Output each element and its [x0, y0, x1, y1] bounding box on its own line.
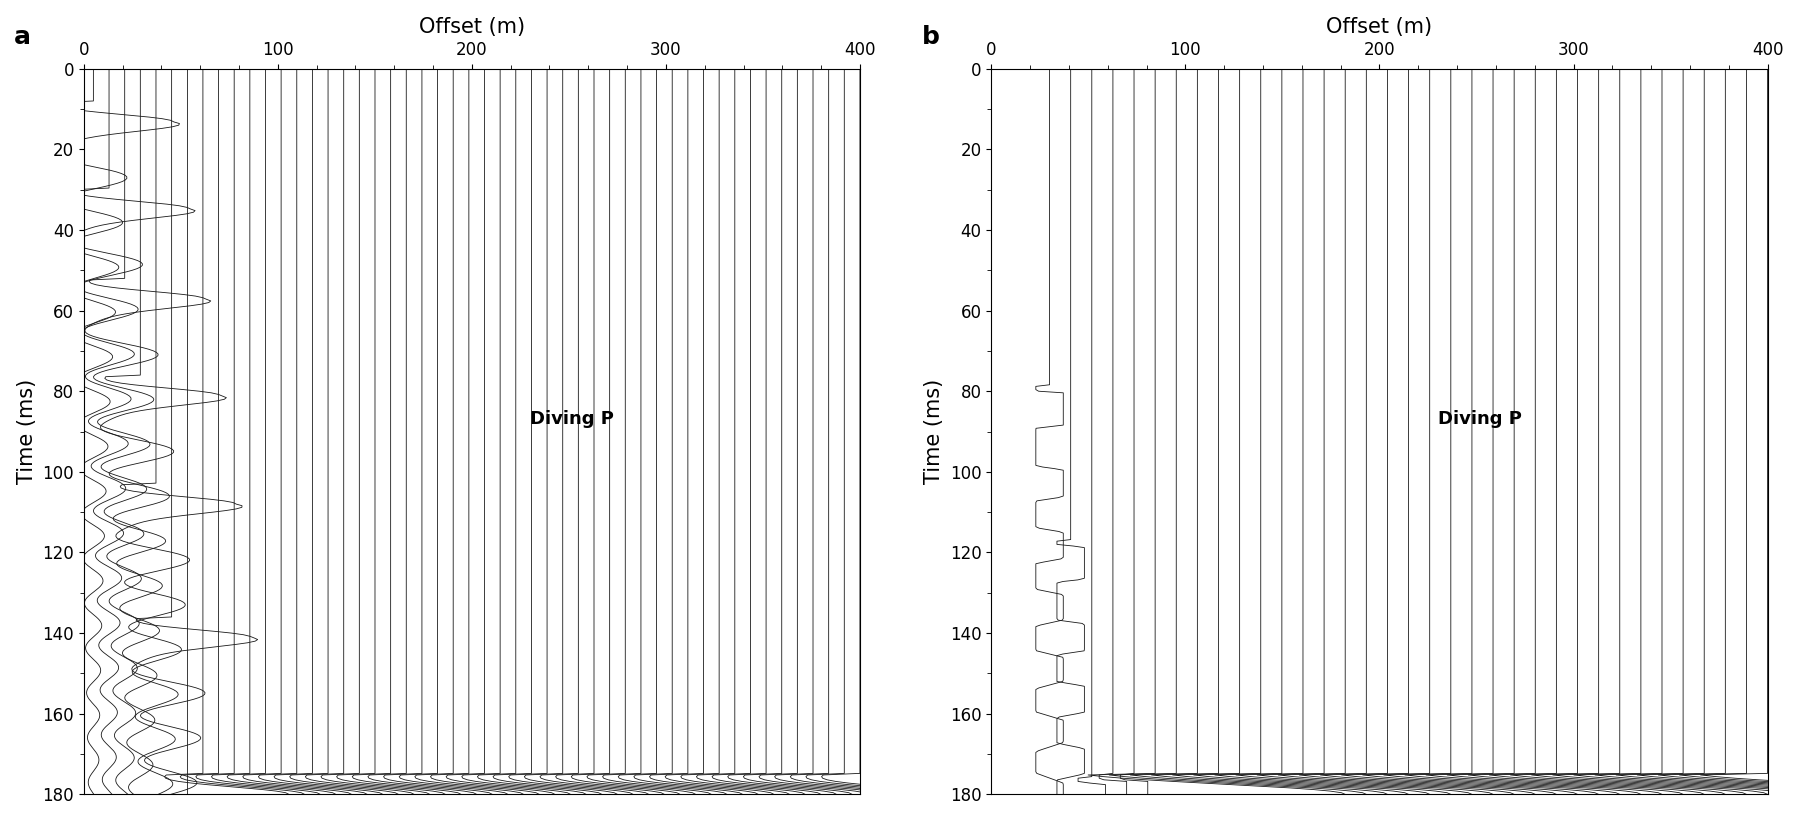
Text: b: b	[922, 25, 940, 49]
Y-axis label: Time (ms): Time (ms)	[925, 379, 945, 484]
Text: a: a	[14, 25, 31, 49]
X-axis label: Offset (m): Offset (m)	[1327, 16, 1433, 37]
Text: Diving P: Diving P	[529, 410, 614, 428]
Y-axis label: Time (ms): Time (ms)	[16, 379, 36, 484]
X-axis label: Offset (m): Offset (m)	[419, 16, 526, 37]
Text: Diving P: Diving P	[1438, 410, 1521, 428]
